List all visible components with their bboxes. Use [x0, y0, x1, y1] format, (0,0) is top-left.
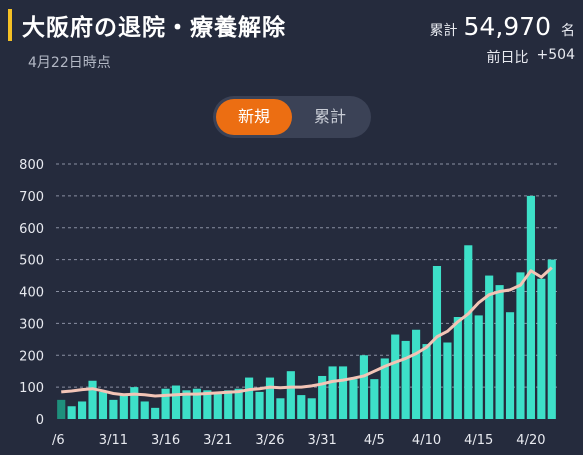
bar: [224, 390, 233, 419]
bar: [464, 245, 473, 419]
y-tick-label: 100: [19, 381, 44, 396]
bar: [328, 366, 337, 419]
bar: [495, 285, 504, 419]
average-line: [61, 266, 553, 398]
bar: [401, 340, 410, 419]
bar: [318, 375, 327, 419]
bar: [213, 393, 222, 419]
bar: [57, 399, 66, 419]
bar: [286, 371, 295, 419]
y-tick-label: 600: [19, 222, 44, 237]
bar: [370, 379, 379, 419]
bar: [140, 401, 149, 419]
bar: [547, 259, 556, 419]
page-title: 大阪府の退院・療養解除: [22, 15, 286, 41]
bar: [203, 390, 212, 419]
bar: [516, 272, 525, 419]
x-tick-label: 4/5: [364, 433, 385, 448]
y-tick-label: 500: [19, 254, 44, 269]
diff-label: 前日比: [486, 50, 529, 66]
bar: [130, 387, 139, 419]
bar: [234, 388, 243, 419]
bar: [485, 275, 494, 419]
total-unit: 名: [561, 23, 575, 39]
y-tick-label: 200: [19, 349, 44, 364]
toggle-cumulative-button[interactable]: 累計: [313, 107, 346, 126]
y-tick-label: 700: [19, 190, 44, 205]
bar: [276, 398, 285, 419]
title-accent-bar: [8, 9, 12, 41]
x-tick-label: 4/10: [412, 433, 441, 448]
mode-toggle: 新規 累計: [213, 96, 371, 138]
bar: [297, 395, 306, 419]
bar: [78, 401, 87, 419]
bar: [151, 407, 160, 419]
bar: [443, 342, 452, 419]
bar-series: [57, 195, 556, 419]
x-tick-label: 3/21: [203, 433, 232, 448]
bar: [265, 377, 275, 419]
bar: [161, 388, 170, 419]
total-value: 54,970: [463, 12, 551, 41]
bar: [98, 391, 108, 419]
x-tick-label: /6: [52, 433, 65, 448]
y-tick-label: 300: [19, 317, 44, 332]
bar: [391, 334, 400, 419]
bar: [474, 315, 483, 419]
bar: [453, 317, 462, 419]
bar: [432, 266, 442, 419]
as-of-date: 4月22日時点: [28, 55, 111, 71]
bar: [338, 366, 348, 419]
bar: [182, 390, 191, 419]
cumulative-total: 累計 54,970 名: [430, 12, 575, 41]
bar: [192, 388, 201, 419]
bar: [422, 344, 431, 419]
bar: [307, 398, 316, 419]
bar: [67, 406, 76, 419]
bar: [412, 329, 421, 419]
bar: [109, 399, 118, 419]
bar: [359, 355, 368, 419]
bar: [526, 195, 535, 419]
bar: [245, 377, 254, 419]
day-over-day: 前日比 +504: [487, 47, 575, 67]
bar: [505, 312, 515, 419]
bar: [119, 393, 128, 419]
x-axis-ticks: /6 3/11 3/16 3/21 3/26 3/31 4/5 4/10 4/15 4/20: [52, 433, 546, 448]
y-tick-label: 800: [19, 158, 44, 173]
bar: [349, 379, 358, 419]
x-tick-label: 4/15: [464, 433, 493, 448]
x-tick-label: 3/26: [255, 433, 284, 448]
total-label: 累計: [429, 23, 458, 39]
y-tick-label: 400: [19, 286, 44, 301]
x-tick-label: 4/20: [516, 433, 545, 448]
bar: [88, 380, 97, 419]
diff-value: +504: [536, 47, 575, 63]
bar: [537, 278, 546, 419]
bar: [380, 358, 389, 419]
x-tick-label: 3/31: [308, 433, 337, 448]
x-tick-label: 3/16: [151, 433, 180, 448]
y-tick-label: 0: [36, 413, 44, 428]
y-axis-ticks: 0 100 200 300 400 500 600 700 800: [19, 158, 44, 428]
bar: [255, 391, 264, 419]
bar: [171, 385, 181, 419]
x-tick-label: 3/11: [99, 433, 128, 448]
toggle-new-button[interactable]: 新規: [216, 99, 292, 135]
